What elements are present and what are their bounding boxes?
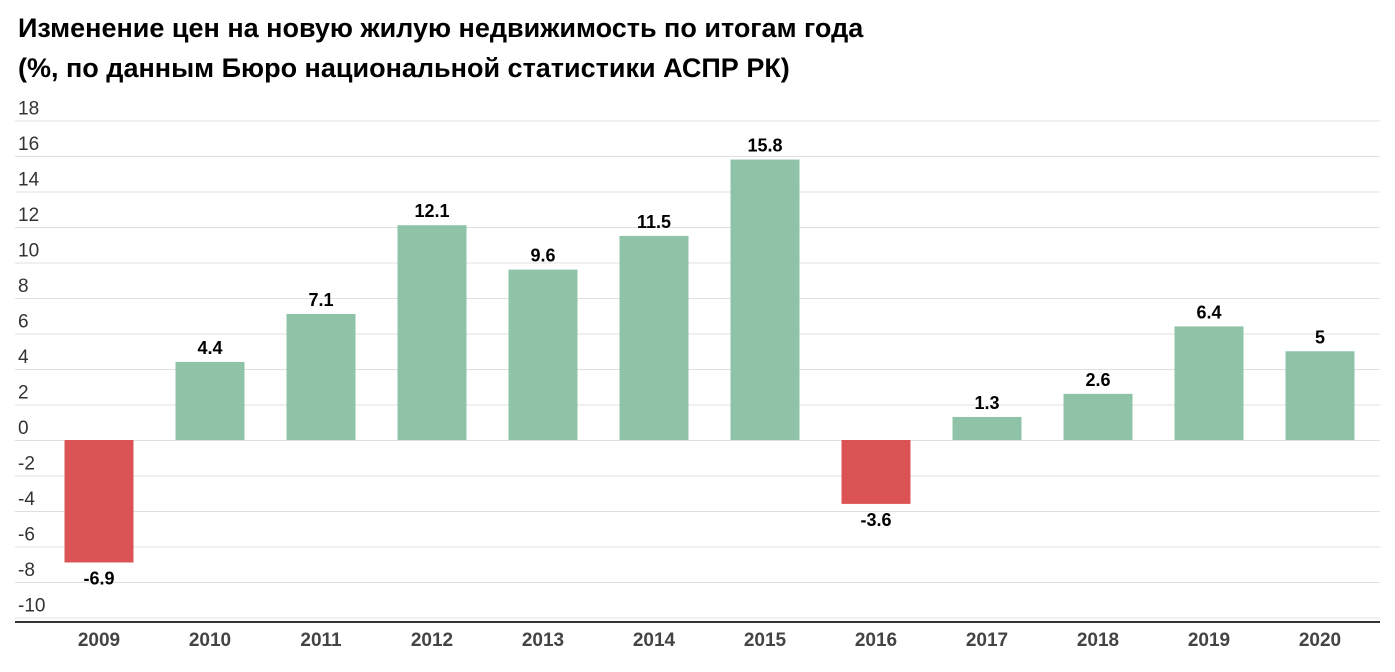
data-label-2019: 6.4 [1196, 302, 1221, 322]
x-tick-label-2012: 2012 [411, 630, 453, 651]
chart-title-line-1: Изменение цен на новую жилую недвижимост… [18, 13, 864, 43]
bar-2017 [952, 416, 1022, 440]
bar-2011 [286, 313, 356, 440]
x-tick-label-2013: 2013 [522, 630, 564, 651]
y-tick-label: 14 [18, 170, 40, 191]
data-label-2011: 7.1 [308, 290, 333, 310]
y-tick-label: 2 [18, 383, 29, 404]
bar-2014 [619, 235, 689, 440]
y-tick-label: -4 [18, 489, 35, 510]
x-tick-label-2016: 2016 [855, 630, 897, 651]
x-tick-label-2010: 2010 [189, 630, 231, 651]
y-tick-label: 8 [18, 276, 29, 297]
data-labels: -6.9 4.4 7.1 12.1 9.6 11.5 15.8 -3.6 1.3 2.6 6.4 5 [83, 136, 1325, 589]
x-tick-label-2020: 2020 [1299, 630, 1341, 651]
data-label-2013: 9.6 [530, 246, 555, 266]
x-tick-label-2015: 2015 [744, 630, 787, 651]
bar-2015 [730, 159, 800, 441]
y-tick-label: 6 [18, 312, 29, 333]
data-label-2018: 2.6 [1085, 370, 1110, 390]
y-tick-label: 16 [18, 134, 39, 155]
bar-2019 [1174, 326, 1244, 440]
y-tick-label: 12 [18, 205, 39, 226]
x-tick-label-2011: 2011 [300, 630, 342, 651]
y-tick-label: 0 [18, 418, 29, 439]
bar-2009 [64, 440, 134, 563]
y-tick-label: -2 [18, 454, 35, 475]
bars [64, 159, 1355, 563]
x-axis-ticks: 2009 2010 2011 2012 2013 2014 2015 2016 2017 2018… [78, 630, 1341, 651]
bar-2018 [1063, 393, 1133, 440]
x-tick-label-2014: 2014 [633, 630, 676, 651]
data-label-2020: 5 [1315, 327, 1325, 347]
data-label-2009: -6.9 [83, 568, 114, 588]
chart-title: Изменение цен на новую жилую недвижимост… [18, 8, 863, 88]
x-tick-label-2009: 2009 [78, 630, 120, 651]
y-tick-label: 4 [18, 347, 29, 368]
data-label-2010: 4.4 [197, 338, 222, 358]
x-tick-label-2017: 2017 [966, 630, 1008, 651]
data-label-2016: -3.6 [860, 510, 891, 530]
x-tick-label-2019: 2019 [1188, 630, 1230, 651]
bar-2013 [508, 269, 578, 440]
y-tick-label: 18 [18, 99, 39, 120]
y-tick-label: -6 [18, 525, 35, 546]
y-axis-ticks: 18 16 14 12 10 8 6 4 2 0 -2 -4 -6 -8 -10 [18, 99, 45, 617]
bar-2016 [841, 440, 911, 504]
x-tick-label-2018: 2018 [1077, 630, 1119, 651]
data-label-2017: 1.3 [974, 393, 999, 413]
data-label-2014: 11.5 [637, 212, 671, 232]
bar-2010 [175, 361, 245, 440]
bar-2012 [397, 225, 467, 440]
bar-2020 [1285, 351, 1355, 440]
data-label-2012: 12.1 [414, 201, 449, 221]
y-tick-label: -10 [18, 596, 45, 617]
data-label-2015: 15.8 [747, 136, 782, 156]
y-tick-label: 10 [18, 241, 39, 262]
y-tick-label: -8 [18, 560, 35, 581]
chart-subtitle: (%, по данным Бюро национальной статисти… [18, 53, 790, 83]
gridlines [15, 120, 1380, 619]
